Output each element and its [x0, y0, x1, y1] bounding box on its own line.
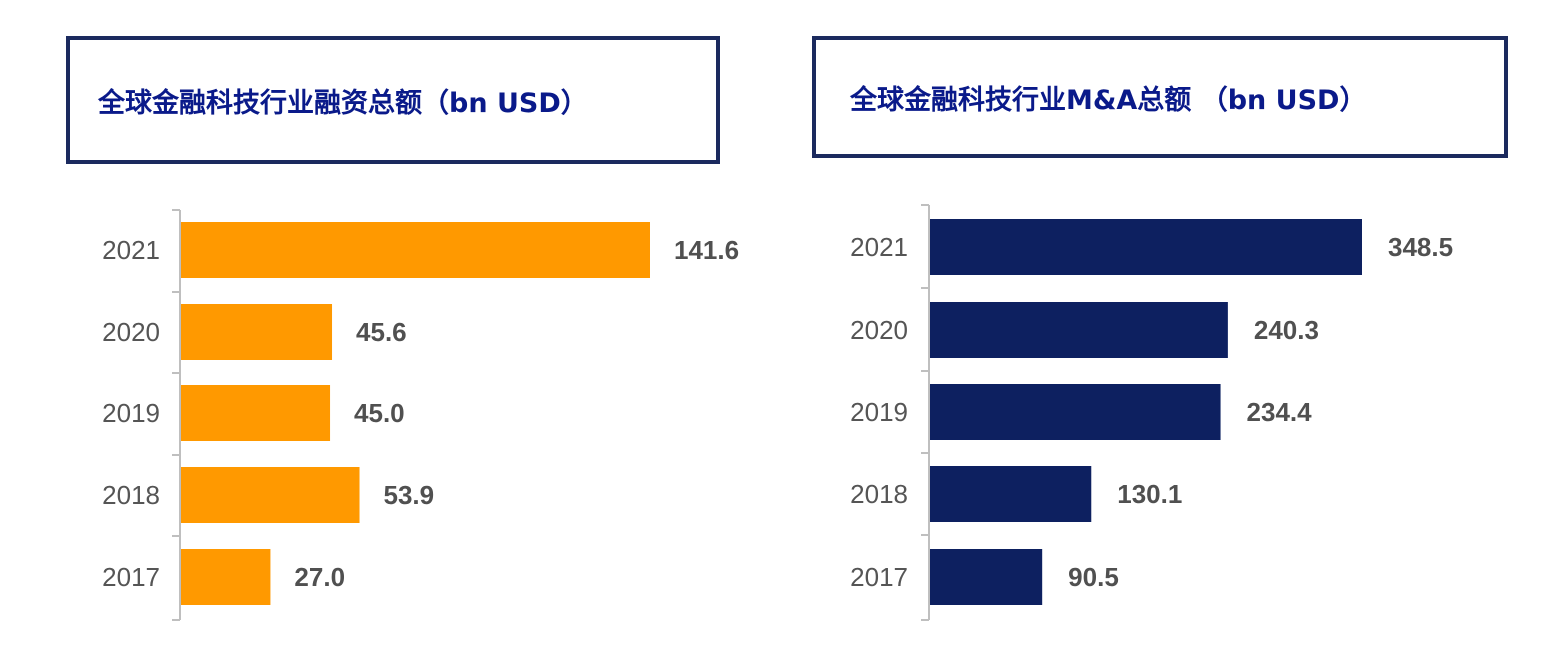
value-label-ma: 240.3 — [1254, 315, 1319, 345]
category-label-ma: 2021 — [850, 232, 908, 262]
chart-title-ma: 全球金融科技行业M&A总额 （bn USD） — [850, 84, 1367, 116]
category-label-funding: 2019 — [102, 398, 160, 428]
value-label-funding: 53.9 — [384, 480, 435, 510]
bar-funding-2017 — [181, 549, 271, 605]
category-label-ma: 2020 — [850, 315, 908, 345]
chart-title-funding: 全球金融科技行业融资总额（bn USD） — [98, 87, 588, 119]
value-label-ma: 130.1 — [1117, 479, 1182, 509]
bar-ma-2018 — [930, 466, 1092, 522]
bar-ma-2021 — [930, 219, 1362, 275]
bar-funding-2020 — [181, 304, 333, 360]
category-label-ma: 2019 — [850, 397, 908, 427]
category-label-funding: 2018 — [102, 480, 160, 510]
value-label-funding: 45.0 — [354, 398, 405, 428]
category-label-funding: 2017 — [102, 562, 160, 592]
category-label-funding: 2020 — [102, 317, 160, 347]
value-label-funding: 27.0 — [294, 562, 345, 592]
value-label-ma: 348.5 — [1388, 232, 1453, 262]
bar-ma-2017 — [930, 549, 1043, 605]
category-label-ma: 2018 — [850, 479, 908, 509]
chart-title-box-ma: 全球金融科技行业M&A总额 （bn USD） — [812, 36, 1508, 158]
bar-funding-2019 — [181, 385, 331, 441]
value-label-ma: 234.4 — [1247, 397, 1313, 427]
value-label-funding: 141.6 — [674, 235, 739, 265]
chart-title-box-funding: 全球金融科技行业融资总额（bn USD） — [66, 36, 720, 164]
bar-funding-2021 — [181, 222, 650, 278]
category-label-funding: 2021 — [102, 235, 160, 265]
bar-ma-2019 — [930, 384, 1221, 440]
bar-funding-2018 — [181, 467, 360, 523]
value-label-ma: 90.5 — [1068, 562, 1119, 592]
bar-ma-2020 — [930, 302, 1228, 358]
category-label-ma: 2017 — [850, 562, 908, 592]
value-label-funding: 45.6 — [356, 317, 407, 347]
